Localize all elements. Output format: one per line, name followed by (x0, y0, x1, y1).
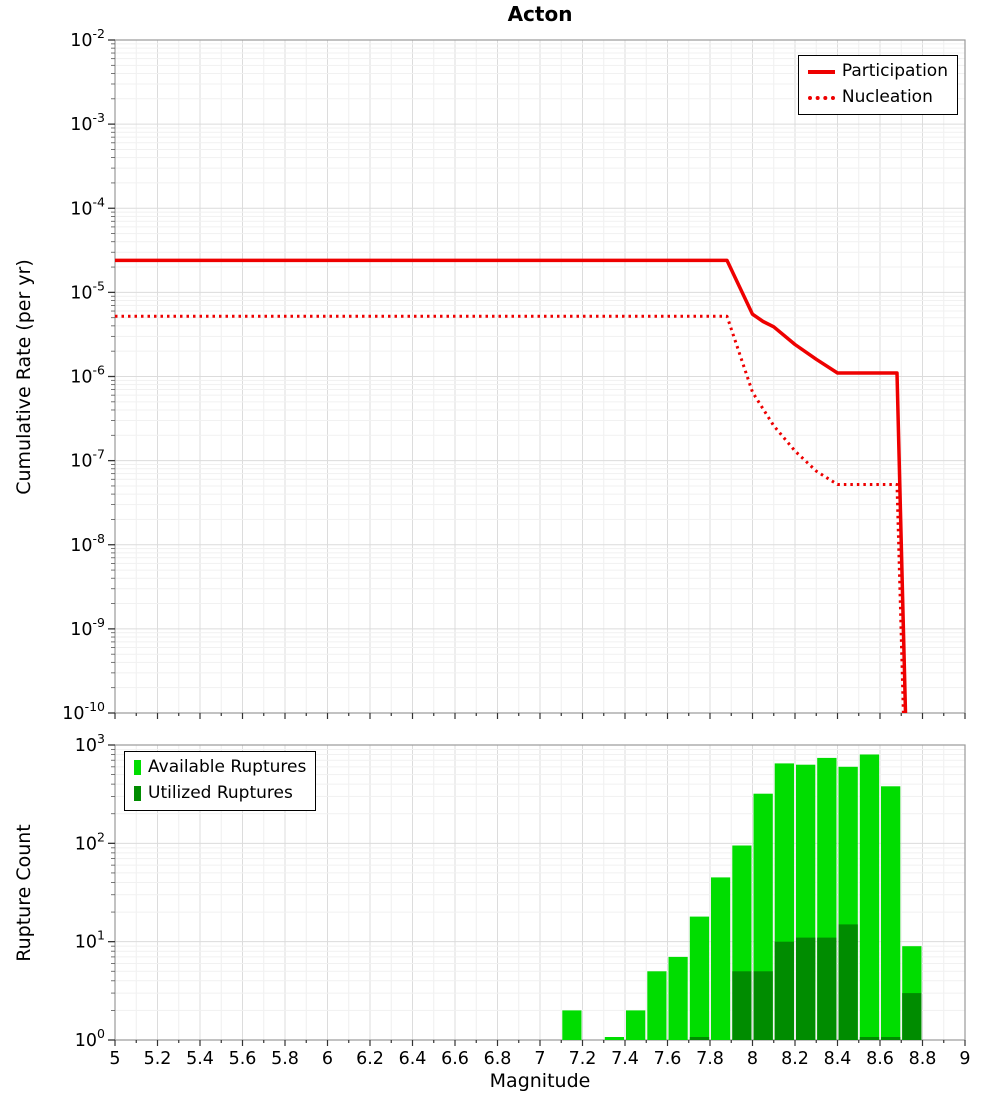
svg-text:102: 102 (75, 829, 105, 854)
count-y-axis-label: Rupture Count (13, 824, 35, 962)
svg-text:7: 7 (534, 1049, 545, 1069)
legend-item-participation: Participation (807, 61, 948, 82)
participation-line (115, 258, 908, 714)
svg-text:5.8: 5.8 (271, 1049, 299, 1069)
svg-text:10-6: 10-6 (70, 363, 105, 388)
svg-text:8.8: 8.8 (909, 1049, 937, 1069)
svg-text:7.6: 7.6 (654, 1049, 682, 1069)
legend-item-utilized: Utilized Ruptures (134, 783, 306, 804)
utilized-ruptures-bars (689, 924, 922, 1040)
chart-title: Acton (507, 2, 573, 26)
svg-text:100: 100 (75, 1026, 105, 1051)
svg-text:6.6: 6.6 (441, 1049, 469, 1069)
count-legend: Available Ruptures Utilized Ruptures (124, 751, 317, 811)
available-ruptures-swatch-icon (134, 760, 141, 776)
svg-text:5.2: 5.2 (144, 1049, 172, 1069)
svg-text:7.2: 7.2 (569, 1049, 597, 1069)
svg-text:5.6: 5.6 (229, 1049, 257, 1069)
utilized-ruptures-legend-label: Utilized Ruptures (148, 783, 293, 804)
rate-legend: Participation Nucleation (797, 55, 958, 115)
svg-text:10-8: 10-8 (70, 531, 105, 556)
rate-y-axis-label: Cumulative Rate (per yr) (13, 259, 35, 495)
svg-text:7.8: 7.8 (696, 1049, 724, 1069)
nucleation-legend-label: Nucleation (841, 87, 933, 108)
svg-text:6: 6 (322, 1049, 333, 1069)
svg-text:101: 101 (75, 928, 105, 953)
svg-text:10-5: 10-5 (70, 278, 105, 303)
nucleation-line (115, 314, 905, 714)
svg-text:103: 103 (75, 731, 105, 756)
legend-item-nucleation: Nucleation (807, 87, 948, 108)
svg-text:6.4: 6.4 (399, 1049, 427, 1069)
svg-text:9: 9 (959, 1049, 970, 1069)
available-ruptures-legend-label: Available Ruptures (148, 757, 307, 777)
utilized-ruptures-swatch-icon (134, 786, 141, 802)
svg-text:7.4: 7.4 (611, 1049, 639, 1069)
svg-text:5: 5 (109, 1049, 120, 1069)
svg-text:8.2: 8.2 (781, 1049, 809, 1069)
svg-text:10-4: 10-4 (70, 194, 105, 219)
svg-text:8.6: 8.6 (866, 1049, 894, 1069)
svg-text:8.4: 8.4 (824, 1049, 852, 1069)
x-axis-label: Magnitude (489, 1070, 591, 1092)
svg-text:10-10: 10-10 (62, 699, 105, 724)
participation-line-sample-icon (807, 69, 835, 74)
svg-text:6.2: 6.2 (356, 1049, 384, 1069)
nucleation-line-sample-icon (807, 95, 835, 100)
svg-text:10-7: 10-7 (70, 447, 105, 472)
svg-text:10-3: 10-3 (70, 110, 105, 135)
svg-text:5.4: 5.4 (186, 1049, 214, 1069)
svg-text:8: 8 (747, 1049, 758, 1069)
legend-item-available: Available Ruptures (134, 757, 306, 778)
svg-text:10-2: 10-2 (70, 26, 105, 51)
rate-plot: 10-2 10-3 10-4 10-5 10-6 10-7 10-8 10-9 10-10 (62, 26, 966, 724)
svg-text:10-9: 10-9 (70, 615, 105, 640)
svg-text:6.8: 6.8 (484, 1049, 512, 1069)
participation-legend-label: Participation (841, 61, 948, 81)
